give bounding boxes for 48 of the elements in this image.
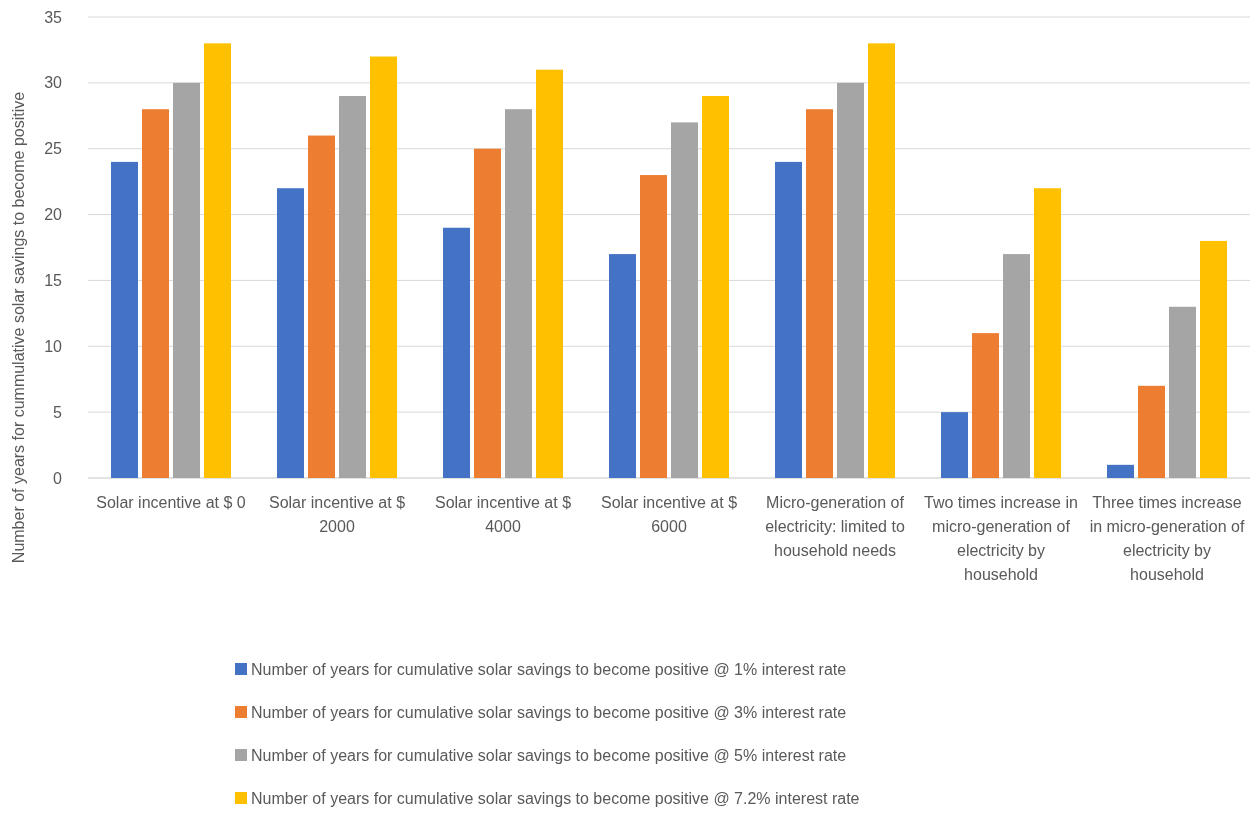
x-tick-label: Solar incentive at $ 2000 xyxy=(268,494,406,535)
x-tick-label: Two times increase in micro-generation of electricity by household xyxy=(924,494,1078,583)
bar xyxy=(868,43,895,478)
bar xyxy=(1107,464,1134,478)
bar xyxy=(671,122,698,478)
legend-label: Number of years for cumulative solar savings to become positive @ 5% interest rate xyxy=(251,746,847,764)
bar xyxy=(173,82,200,478)
x-tick-label: Solar incentive at $ 6000 xyxy=(600,494,738,535)
y-tick-label: 15 xyxy=(44,272,63,290)
bar xyxy=(640,175,667,478)
x-tick-label: Micro-generation of electricity: limited to household needs xyxy=(765,494,905,559)
bar xyxy=(1138,385,1165,478)
bar xyxy=(702,96,729,478)
bar xyxy=(1169,306,1196,478)
y-tick-label: 35 xyxy=(44,8,63,26)
bar xyxy=(609,254,636,478)
bar xyxy=(277,188,304,478)
bar xyxy=(204,43,231,478)
bar xyxy=(1200,240,1227,478)
bar xyxy=(837,82,864,478)
bar xyxy=(308,135,335,478)
y-axis-title: Number of years for cummulative solar savings to become positive xyxy=(10,91,27,564)
bar xyxy=(806,109,833,478)
bar xyxy=(370,56,397,478)
x-tick-label: Solar incentive at $ 0 xyxy=(96,494,246,511)
bar xyxy=(941,412,968,478)
legend-label: Number of years for cumulative solar savings to become positive @ 7.2% interest rate xyxy=(251,789,860,807)
bar xyxy=(1034,188,1061,478)
y-tick-label: 30 xyxy=(44,74,63,92)
bar xyxy=(474,148,501,478)
bar xyxy=(142,109,169,478)
y-tick-label: 20 xyxy=(44,206,63,224)
legend-label: Number of years for cumulative solar savings to become positive @ 1% interest rate xyxy=(251,660,847,678)
x-tick-label: Three times increase in micro-generation of electricity by household xyxy=(1089,494,1245,583)
bar xyxy=(972,333,999,478)
bar xyxy=(443,227,470,478)
bar xyxy=(339,96,366,478)
bar xyxy=(536,69,563,478)
legend-label: Number of years for cumulative solar savings to become positive @ 3% interest rate xyxy=(251,703,847,721)
bar xyxy=(505,109,532,478)
y-tick-label: 5 xyxy=(53,403,63,421)
y-tick-label: 10 xyxy=(44,337,63,355)
bar xyxy=(111,161,138,478)
bar xyxy=(775,161,802,478)
y-tick-label: 25 xyxy=(44,140,63,158)
bar xyxy=(1003,254,1030,478)
x-tick-label: Solar incentive at $ 4000 xyxy=(434,494,572,535)
y-tick-label: 0 xyxy=(53,469,63,487)
